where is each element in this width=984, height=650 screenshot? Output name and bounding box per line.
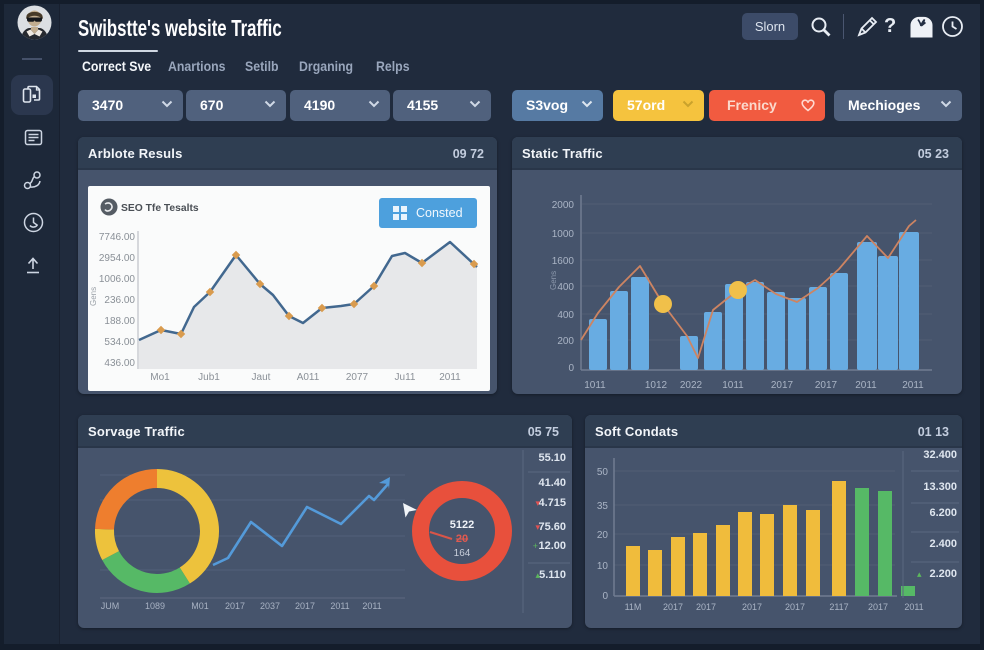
svg-text:2011: 2011 — [362, 601, 381, 611]
svg-text:55.10: 55.10 — [538, 452, 566, 464]
svg-text:1011: 1011 — [584, 380, 606, 391]
svg-text:JUM: JUM — [101, 601, 120, 611]
svg-text:0: 0 — [602, 591, 608, 602]
svg-text:Mo1: Mo1 — [150, 372, 170, 383]
svg-text:2.200: 2.200 — [929, 568, 957, 580]
svg-text:+: + — [533, 541, 538, 551]
svg-text:10: 10 — [597, 561, 609, 572]
svg-text:2011: 2011 — [902, 380, 924, 391]
svg-text:1600: 1600 — [552, 256, 575, 267]
svg-text:SEO Tfe Tesalts: SEO Tfe Tesalts — [121, 203, 199, 214]
svg-text:2037: 2037 — [260, 601, 280, 611]
svg-text:5.110: 5.110 — [539, 569, 566, 581]
svg-text:▾: ▾ — [535, 522, 540, 532]
svg-text:2117: 2117 — [829, 602, 848, 612]
svg-text:2017: 2017 — [815, 380, 838, 391]
svg-text:1089: 1089 — [145, 601, 165, 611]
svg-text:Consted: Consted — [416, 206, 463, 220]
svg-text:2017: 2017 — [663, 602, 683, 612]
svg-text:32.400: 32.400 — [923, 449, 957, 461]
svg-text:Ju11: Ju11 — [395, 372, 416, 383]
svg-text:2.400: 2.400 — [929, 538, 957, 550]
svg-text:12.00: 12.00 — [538, 540, 566, 552]
svg-text:2954.00: 2954.00 — [99, 253, 136, 264]
svg-text:5122: 5122 — [450, 519, 474, 531]
svg-text:75.60: 75.60 — [538, 521, 566, 533]
svg-text:50: 50 — [597, 467, 609, 478]
svg-text:436.00: 436.00 — [104, 358, 135, 369]
svg-text:Jub1: Jub1 — [198, 372, 220, 383]
svg-text:4.715: 4.715 — [538, 497, 566, 509]
svg-text:400: 400 — [557, 310, 574, 321]
svg-text:Gens: Gens — [89, 287, 98, 306]
svg-text:2017: 2017 — [696, 602, 716, 612]
svg-text:2011: 2011 — [439, 372, 461, 383]
svg-text:A011: A011 — [297, 372, 320, 383]
svg-text:35: 35 — [597, 501, 609, 512]
svg-text:41.40: 41.40 — [538, 477, 566, 489]
svg-text:2017: 2017 — [785, 602, 805, 612]
svg-text:2017: 2017 — [295, 601, 315, 611]
svg-text:188.00: 188.00 — [104, 316, 135, 327]
svg-text:2011: 2011 — [904, 602, 923, 612]
svg-text:6.200: 6.200 — [929, 507, 957, 519]
svg-text:Gens: Gens — [549, 271, 558, 290]
svg-text:534.00: 534.00 — [104, 337, 135, 348]
svg-text:2017: 2017 — [742, 602, 762, 612]
svg-text:13.300: 13.300 — [923, 481, 957, 493]
svg-text:▴: ▴ — [535, 570, 540, 580]
svg-text:20: 20 — [456, 533, 468, 545]
svg-text:2017: 2017 — [771, 380, 794, 391]
svg-text:2017: 2017 — [225, 601, 245, 611]
svg-text:2000: 2000 — [552, 200, 575, 211]
svg-text:1006.00: 1006.00 — [99, 274, 136, 285]
svg-text:7746.00: 7746.00 — [99, 232, 136, 243]
svg-text:2077: 2077 — [346, 372, 369, 383]
svg-text:2011: 2011 — [330, 601, 349, 611]
svg-text:11M: 11M — [625, 602, 642, 612]
svg-text:▴: ▴ — [917, 569, 922, 579]
svg-text:1000: 1000 — [552, 229, 575, 240]
svg-text:Jaut: Jaut — [252, 372, 271, 383]
svg-text:236.00: 236.00 — [104, 295, 135, 306]
svg-text:2017: 2017 — [868, 602, 888, 612]
svg-text:164: 164 — [454, 548, 471, 559]
svg-text:2011: 2011 — [855, 380, 877, 391]
svg-text:▾: ▾ — [535, 498, 540, 508]
svg-text:0: 0 — [568, 363, 574, 374]
svg-text:20: 20 — [597, 530, 609, 541]
svg-text:2022: 2022 — [680, 380, 703, 391]
svg-text:200: 200 — [557, 336, 574, 347]
svg-text:1012: 1012 — [645, 380, 668, 391]
svg-text:M01: M01 — [191, 601, 209, 611]
svg-text:1011: 1011 — [722, 380, 744, 391]
svg-text:400: 400 — [557, 282, 574, 293]
